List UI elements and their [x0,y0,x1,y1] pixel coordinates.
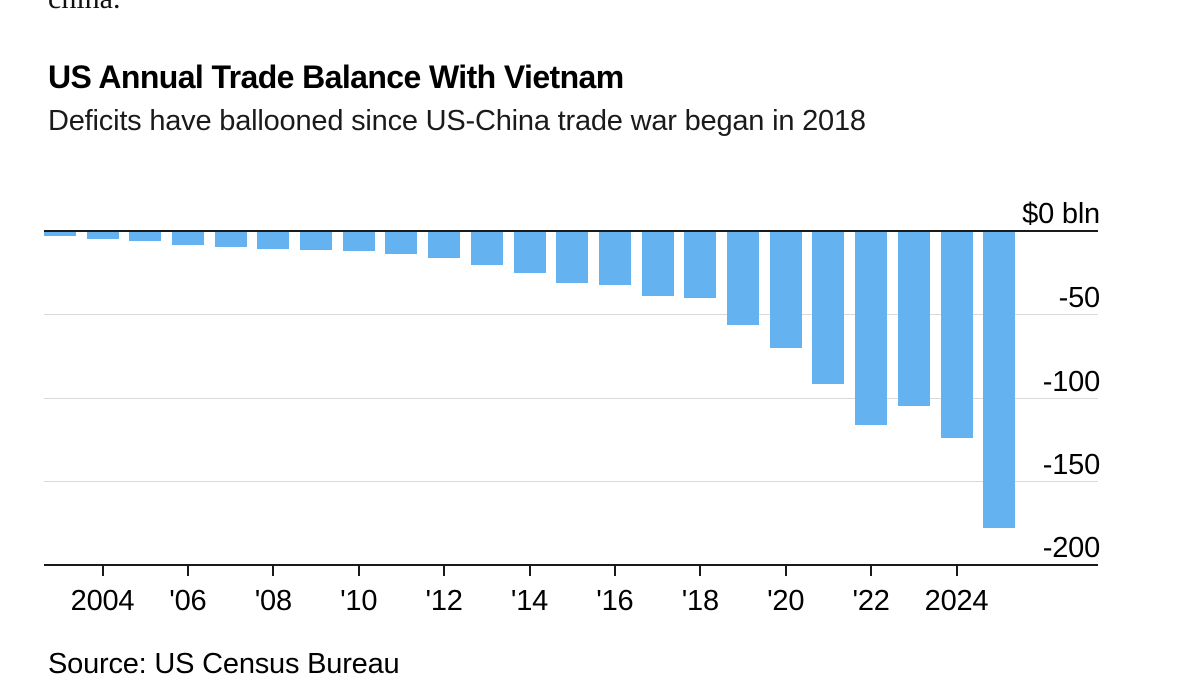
chart-bar-2003 [43,232,76,236]
chart-bar-2022 [855,232,888,425]
source-attribution: Source: US Census Bureau [48,648,400,680]
chart-bar-2025 [983,232,1016,528]
chart-bar-2014 [513,232,546,273]
x-axis-tick-2012 [443,566,446,576]
chart-bar-2021 [812,232,845,384]
x-axis-tick-label: '16 [596,585,634,617]
x-axis-tick-2010 [357,566,360,576]
x-axis-line [44,564,1098,566]
x-axis-tick-2024 [955,566,958,576]
y-axis-tick-label: -200 [1042,532,1100,564]
x-axis-tick-label: 2024 [924,585,989,617]
x-axis-tick-2004 [101,566,104,576]
x-axis-tick-label: '06 [169,585,207,617]
chart-bar-2018 [684,232,717,298]
clipped-paragraph-text: china. [48,0,120,17]
chart-bar-2024 [940,232,973,438]
x-axis-tick-label: '10 [340,585,378,617]
chart-title: US Annual Trade Balance With Vietnam [48,59,624,95]
chart-bar-2005 [129,232,162,241]
chart-bar-2015 [556,232,589,283]
zero-baseline [44,230,1098,232]
chart-bar-2010 [342,232,375,251]
chart-bar-2016 [598,232,631,285]
chart-bar-2011 [385,232,418,254]
x-axis-tick-label: '08 [254,585,292,617]
y-axis-tick-label: $0 bln [1022,198,1100,230]
x-axis-tick-2006 [186,566,189,576]
y-axis-tick-label: -50 [1058,282,1101,315]
x-axis-tick-label: '14 [510,585,549,617]
chart-bar-2019 [727,232,759,325]
x-axis-tick-label: 2004 [70,585,135,617]
x-axis-tick-label: '18 [681,585,719,617]
x-axis-tick-label: '22 [852,585,890,617]
chart-subtitle: Deficits have ballooned since US-China t… [48,105,866,137]
gridline--100 [44,397,1098,399]
chart-bar-2020 [769,232,802,348]
x-axis-tick-2016 [613,566,616,576]
chart-bar-2012 [428,232,461,258]
chart-bar-2007 [214,232,247,247]
x-axis-tick-2008 [272,566,275,576]
gridline--150 [44,480,1098,482]
y-axis-tick-label: -100 [1042,365,1100,398]
chart-bar-2004 [86,232,119,239]
x-axis-tick-2018 [699,566,702,576]
chart-bar-2006 [171,232,204,245]
x-axis-tick-label: '12 [425,585,463,617]
x-axis-tick-2022 [870,566,873,576]
chart-bar-2017 [641,232,674,296]
chart-bar-2009 [300,232,332,250]
x-axis-tick-label: '20 [767,585,805,617]
gridline--50 [44,314,1098,316]
chart-bar-2008 [257,232,290,249]
y-axis-tick-label: -150 [1042,448,1100,481]
x-axis-tick-2020 [784,566,787,576]
chart-bar-2023 [897,232,930,406]
chart-bar-2013 [470,232,503,265]
x-axis-tick-2014 [528,566,531,576]
